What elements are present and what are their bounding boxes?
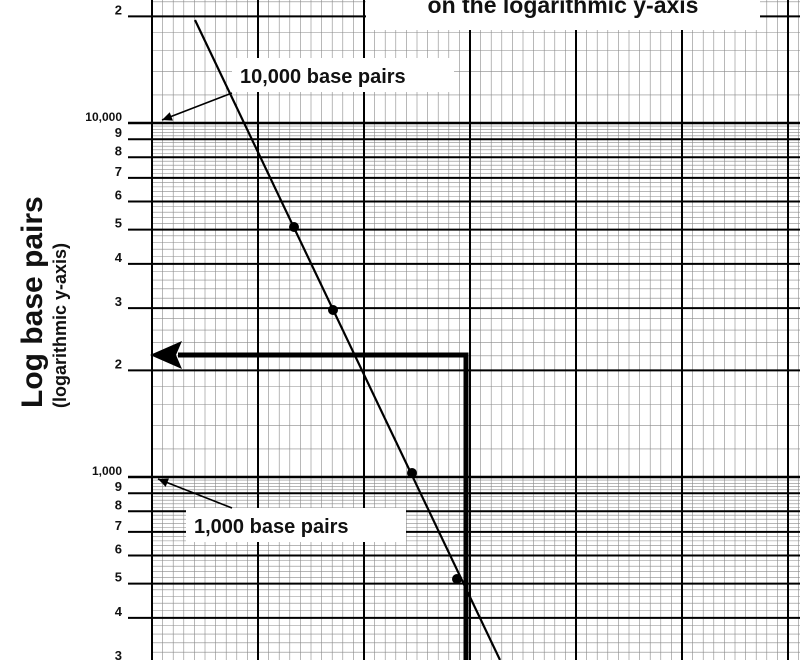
data-point bbox=[407, 468, 417, 478]
major-vertical-gridlines bbox=[151, 0, 789, 660]
plot-marks bbox=[150, 19, 501, 660]
y-tick-label: 5 bbox=[115, 570, 122, 585]
reading-arrow-path bbox=[178, 352, 469, 660]
callout-10000-arrowhead bbox=[162, 112, 173, 121]
callout-10000-arrow-line bbox=[161, 92, 233, 121]
callout-10000-text: 10,000 base pairs bbox=[240, 66, 406, 88]
callout-1000-arrowhead bbox=[158, 478, 169, 487]
callout-1000-text: 1,000 base pairs bbox=[194, 516, 349, 538]
data-point bbox=[328, 305, 338, 315]
y-tick-label: 1,000 bbox=[92, 464, 122, 478]
y-axis-title-main: Log base pairs bbox=[16, 196, 49, 408]
reading-arrowhead bbox=[150, 341, 182, 369]
y-tick-label: 6 bbox=[115, 542, 122, 557]
y-tick-label: 8 bbox=[115, 143, 122, 158]
y-tick-label: 4 bbox=[115, 604, 123, 619]
title-background bbox=[366, 0, 760, 30]
y-axis-title-sub: (logarithmic y-axis) bbox=[50, 242, 70, 408]
y-tick-label: 3 bbox=[115, 294, 122, 309]
y-tick-label: 3 bbox=[115, 648, 122, 660]
callouts: 10,000 base pairs 1,000 base pairs bbox=[157, 58, 454, 542]
callout-1000-box bbox=[186, 508, 406, 542]
standard-curve-line bbox=[194, 19, 501, 660]
y-tick-label: 7 bbox=[115, 164, 122, 179]
chart-title: on the logarithmic y-axis bbox=[428, 0, 699, 18]
y-tick-label: 9 bbox=[115, 479, 122, 494]
y-tick-label: 8 bbox=[115, 497, 122, 512]
y-tick-label: 6 bbox=[115, 188, 122, 203]
y-tick-label: 5 bbox=[115, 216, 122, 231]
data-point bbox=[452, 574, 462, 584]
y-tick-label: 9 bbox=[115, 125, 122, 140]
title-box: on the logarithmic y-axis bbox=[366, 0, 760, 30]
y-tick-label: 2 bbox=[115, 356, 122, 371]
y-axis-title: Log base pairs (logarithmic y-axis) bbox=[16, 196, 71, 408]
callout-1000-arrow-line bbox=[157, 478, 233, 509]
y-tick-label: 10,000 bbox=[85, 110, 122, 124]
y-tick-label: 7 bbox=[115, 518, 122, 533]
y-tick-label: 2 bbox=[115, 2, 122, 17]
callout-10000-box bbox=[232, 58, 454, 92]
y-tick-label: 4 bbox=[115, 250, 123, 265]
data-point bbox=[289, 222, 299, 232]
